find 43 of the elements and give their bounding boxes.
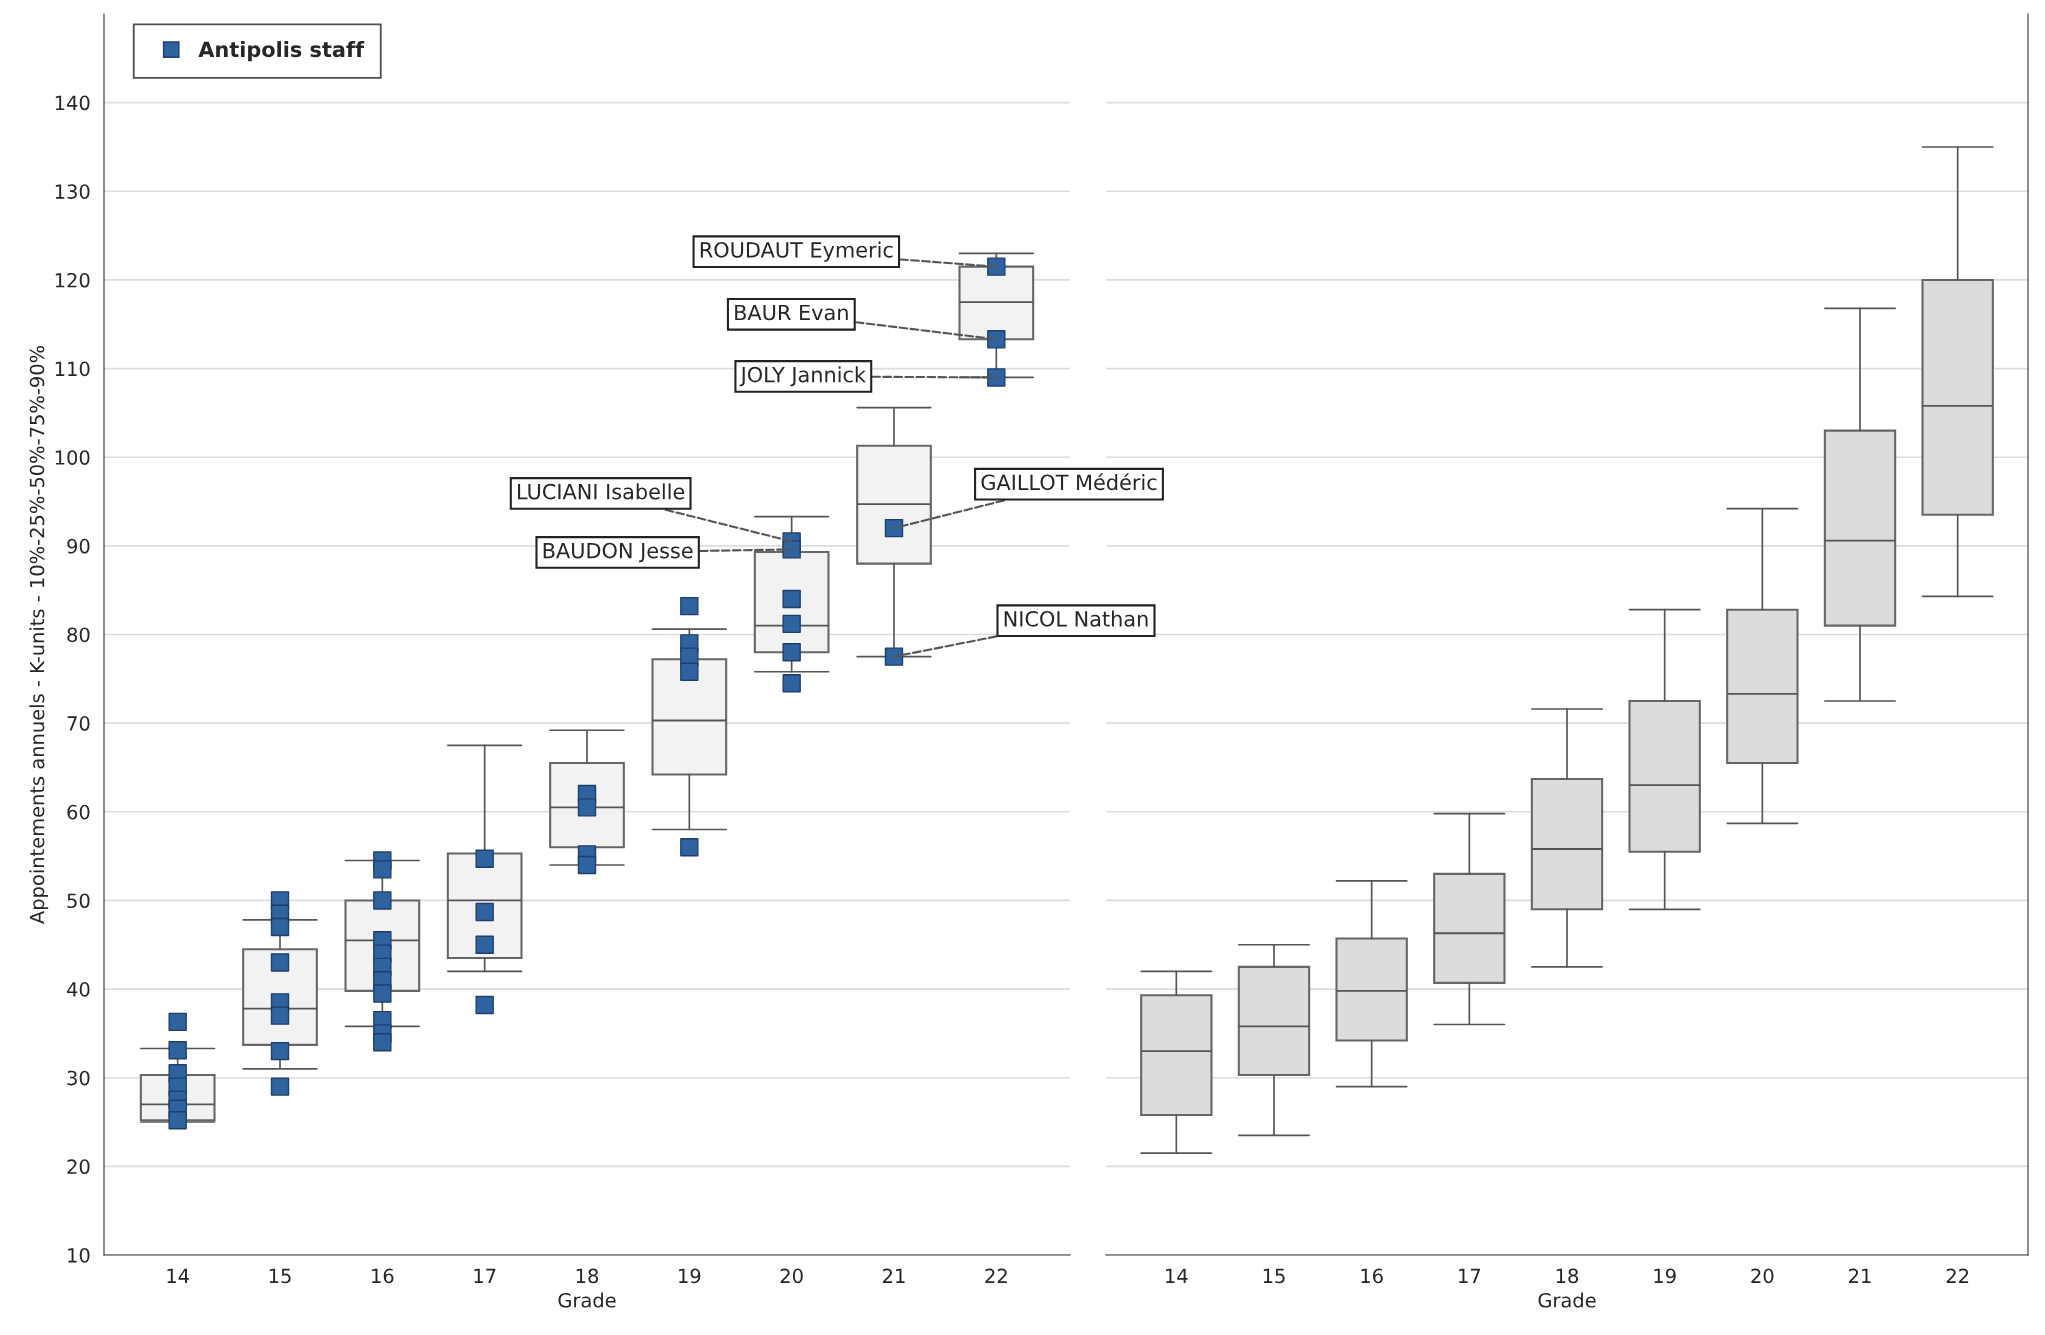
x-tick-label: 17 xyxy=(474,1268,496,1283)
y-tick-label: 80 xyxy=(67,627,90,643)
y-tick-label: 70 xyxy=(67,716,90,731)
x-tick-label: 22 xyxy=(1946,1268,1969,1283)
y-tick-label: 10 xyxy=(68,1247,90,1263)
y-axis-title: Appointements annuels - K-units - 10%-25%-50%-75%-90% xyxy=(29,345,49,924)
y-tick-label: 50 xyxy=(67,893,90,909)
x-tick-label: 21 xyxy=(1849,1268,1871,1283)
x-tick-label: 14 xyxy=(1166,1268,1188,1283)
x-tick-label: 19 xyxy=(1654,1268,1676,1284)
y-tick-label: 40 xyxy=(67,982,90,997)
annotation: LUCIANI Isabelle xyxy=(518,483,685,500)
annotation: NICOL Nathan xyxy=(1004,610,1148,627)
x-tick-label: 21 xyxy=(883,1268,905,1283)
y-tick-label: 20 xyxy=(67,1159,90,1175)
y-tick-label: 30 xyxy=(67,1070,90,1086)
y-tick-label: 100 xyxy=(55,450,90,465)
x-tick-label: 14 xyxy=(167,1268,189,1283)
annotation: BAUR Evan xyxy=(735,304,848,321)
x-tick-label: 18 xyxy=(1556,1268,1579,1284)
y-tick-label: 90 xyxy=(67,538,90,554)
legend-label: Antipolis staff xyxy=(198,41,365,62)
x-tick-label: 15 xyxy=(1263,1268,1285,1284)
x-tick-label: 20 xyxy=(780,1268,803,1284)
x-axis-title: Grade xyxy=(558,1292,616,1308)
x-tick-label: 16 xyxy=(1361,1268,1383,1284)
x-tick-label: 17 xyxy=(1459,1268,1481,1283)
x-tick-label: 18 xyxy=(576,1268,599,1284)
annotation: JOLY Jannick xyxy=(739,366,866,387)
x-tick-label: 16 xyxy=(372,1268,394,1284)
x-tick-label: 15 xyxy=(269,1268,291,1284)
y-tick-label: 140 xyxy=(55,95,90,111)
x-tick-label: 20 xyxy=(1751,1268,1774,1284)
y-tick-label: 60 xyxy=(67,804,90,820)
annotation: ROUDAUT Eymeric xyxy=(700,241,893,262)
y-tick-label: 110 xyxy=(55,361,90,377)
x-tick-label: 19 xyxy=(679,1268,701,1284)
annotation: BAUDON Jesse xyxy=(543,542,693,563)
x-tick-label: 22 xyxy=(985,1268,1007,1283)
x-axis-title: Grade xyxy=(1538,1292,1596,1308)
y-tick-label: 120 xyxy=(55,272,90,288)
annotation: GAILLOT Médéric xyxy=(981,473,1157,491)
y-tick-label: 130 xyxy=(55,184,90,199)
